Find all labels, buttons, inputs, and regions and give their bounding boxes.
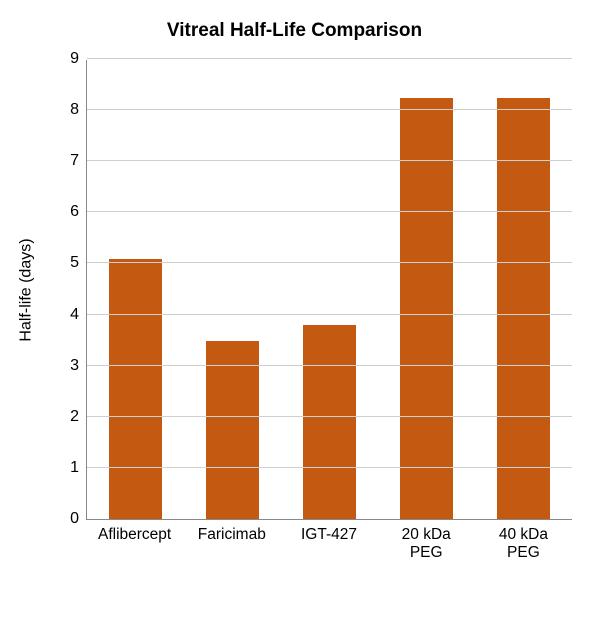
gridline [87, 467, 572, 468]
chart-body: Half-life (days) 0123456789 AfliberceptF… [16, 42, 573, 570]
y-tick-label: 0 [70, 510, 87, 528]
y-tick-label: 7 [70, 152, 87, 170]
gridline [87, 416, 572, 417]
x-tick-label: Faricimab [183, 520, 280, 544]
y-tick-label: 9 [70, 50, 87, 68]
gridline [87, 365, 572, 366]
plot-area: 0123456789 [86, 60, 572, 520]
bar [206, 341, 259, 520]
bar-slot [184, 60, 281, 519]
gridline [87, 109, 572, 110]
bar-slot [378, 60, 475, 519]
y-tick-label: 1 [70, 459, 87, 477]
x-tick-label: 20 kDa PEG [378, 520, 475, 562]
gridline [87, 262, 572, 263]
y-tick-label: 8 [70, 101, 87, 119]
gridline [87, 314, 572, 315]
x-tick-label: 40 kDa PEG [475, 520, 572, 562]
x-axis-labels: AfliberceptFaricimabIGT-42720 kDa PEG40 … [86, 520, 572, 562]
chart-container: Vitreal Half-Life Comparison Half-life (… [0, 0, 589, 621]
bar [303, 325, 356, 519]
plot-and-xlabels: 0123456789 AfliberceptFaricimabIGT-42720… [86, 60, 572, 562]
bar-slot [475, 60, 572, 519]
y-tick-label: 3 [70, 357, 87, 375]
chart-title: Vitreal Half-Life Comparison [16, 20, 573, 42]
bar [400, 98, 453, 519]
bar [109, 259, 162, 519]
y-tick-label: 6 [70, 203, 87, 221]
y-tick-label: 2 [70, 408, 87, 426]
y-tick-label: 4 [70, 306, 87, 324]
gridline [87, 58, 572, 59]
y-tick-label: 5 [70, 254, 87, 272]
y-axis-label: Half-life (days) [17, 238, 35, 341]
bars-container [87, 60, 572, 519]
x-tick-label: Aflibercept [86, 520, 183, 544]
bar [497, 98, 550, 519]
gridline [87, 211, 572, 212]
bar-slot [87, 60, 184, 519]
x-tick-label: IGT-427 [280, 520, 377, 544]
bar-slot [281, 60, 378, 519]
gridline [87, 160, 572, 161]
